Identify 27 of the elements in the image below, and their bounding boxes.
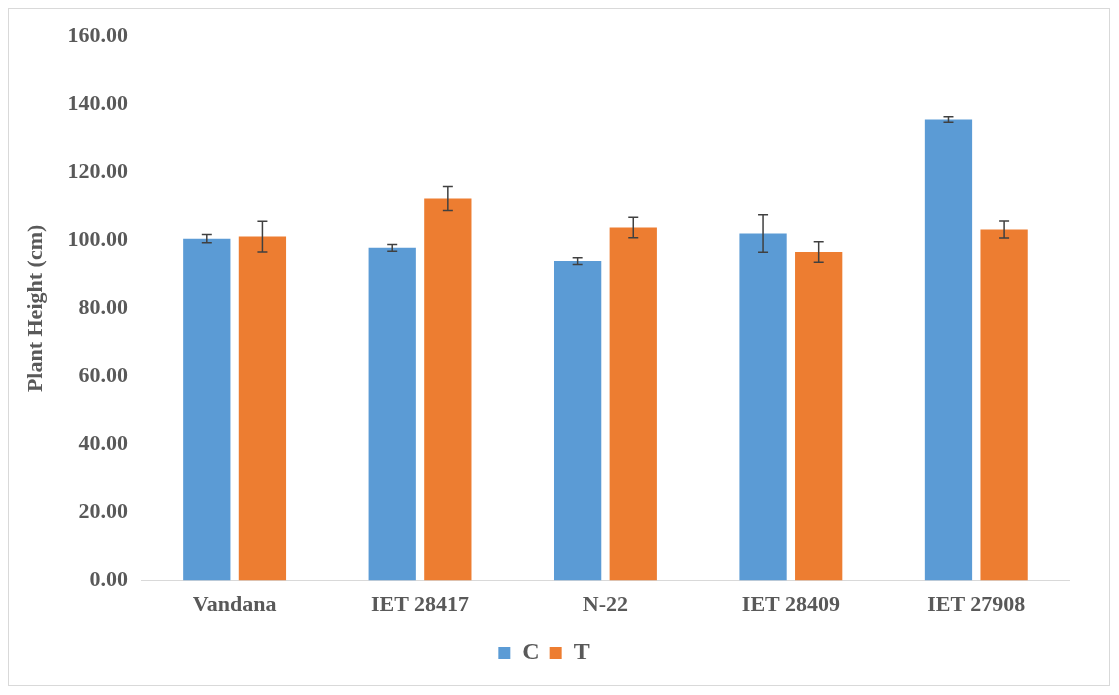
legend-label: T <box>573 638 590 665</box>
x-tick-label: Vandana <box>192 591 277 617</box>
bar <box>368 247 416 581</box>
bar <box>739 233 787 581</box>
y-tick-label: 100.00 <box>67 226 128 252</box>
x-tick-label: IET 28417 <box>371 591 470 617</box>
y-tick-label: 20.00 <box>78 498 128 524</box>
legend-label: C <box>522 638 540 665</box>
y-tick-label: 0.00 <box>89 566 128 592</box>
bar <box>238 236 287 581</box>
x-tick-label: IET 27908 <box>927 591 1026 617</box>
y-axis-title: Plant Height (cm) <box>21 224 47 393</box>
y-tick-label: 160.00 <box>67 21 128 47</box>
bar <box>795 251 843 581</box>
x-tick-label: N-22 <box>582 591 629 617</box>
y-tick-label: 120.00 <box>67 157 128 183</box>
y-tick-label: 40.00 <box>78 430 128 456</box>
x-tick-label: IET 28409 <box>741 591 840 617</box>
y-tick-label: 140.00 <box>67 89 128 115</box>
bar <box>609 227 657 581</box>
bar <box>424 198 472 581</box>
y-tick-label: 80.00 <box>78 294 128 320</box>
bar <box>924 119 973 581</box>
bar <box>183 238 231 581</box>
bar <box>980 229 1028 581</box>
y-tick-label: 60.00 <box>78 362 128 388</box>
bar <box>554 261 602 581</box>
